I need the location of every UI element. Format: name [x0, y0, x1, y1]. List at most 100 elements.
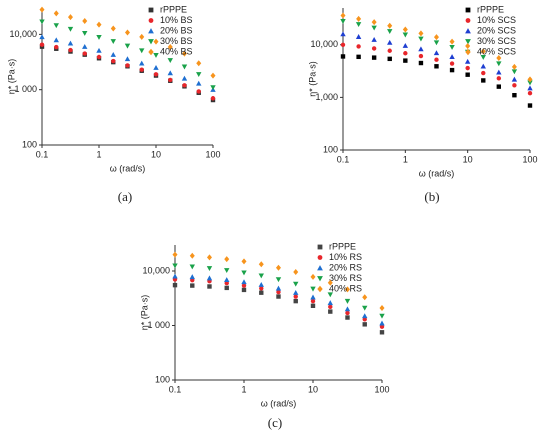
y-tick-label: 1,000: [315, 92, 338, 102]
data-point: [196, 72, 202, 77]
legend-marker: [148, 18, 154, 23]
data-point: [210, 85, 216, 91]
data-point: [465, 42, 471, 49]
data-point: [168, 77, 173, 83]
data-point: [39, 34, 45, 40]
data-point: [124, 43, 131, 49]
data-point: [340, 42, 346, 47]
data-point: [241, 283, 247, 288]
legend-marker: [465, 18, 471, 23]
data-point: [259, 290, 264, 295]
data-point: [39, 42, 45, 47]
data-point: [224, 268, 230, 274]
legend-marker: [465, 7, 471, 13]
data-point: [387, 29, 393, 35]
data-point: [402, 43, 409, 48]
data-point: [275, 264, 281, 271]
data-point: [53, 23, 59, 29]
data-point: [39, 19, 45, 25]
data-point: [259, 286, 264, 291]
data-point: [356, 54, 361, 60]
data-point: [371, 36, 377, 42]
data-point: [362, 305, 368, 311]
legend-label: 30% RS: [329, 273, 362, 283]
data-point: [327, 300, 333, 306]
data-point: [387, 22, 393, 29]
y-tick-label: 10,000: [9, 29, 37, 39]
legend-marker: [317, 244, 323, 250]
data-point: [418, 36, 424, 42]
data-point: [496, 69, 502, 75]
data-point: [418, 53, 424, 59]
data-point: [210, 72, 216, 79]
data-point: [293, 289, 299, 295]
data-point: [511, 76, 518, 82]
legend-label: 40% BS: [160, 46, 193, 56]
data-point: [96, 34, 102, 40]
legend-label: 30% SCS: [477, 36, 516, 46]
data-point: [210, 96, 216, 101]
y-tick-label: 1 000: [147, 320, 170, 330]
y-tick-label: 10,000: [310, 39, 338, 49]
data-point: [379, 330, 385, 335]
data-point: [362, 294, 368, 301]
data-point: [403, 51, 408, 56]
data-point: [512, 93, 517, 98]
data-point: [371, 19, 377, 26]
data-point: [480, 55, 486, 60]
data-point: [172, 273, 178, 279]
data-point: [39, 6, 45, 13]
data-point: [68, 47, 73, 53]
legend-marker: [465, 39, 471, 45]
data-point: [258, 273, 264, 279]
y-tick-label: 100: [155, 374, 170, 384]
legend-label: 10% SCS: [477, 15, 516, 25]
data-point: [67, 14, 73, 21]
data-point: [196, 60, 202, 67]
x-tick-label: 0.1: [337, 154, 350, 164]
data-point: [496, 55, 502, 62]
data-point: [355, 22, 362, 27]
data-point: [527, 80, 533, 86]
data-point: [224, 277, 230, 282]
data-point: [403, 58, 408, 63]
y-tick-label: 100: [323, 144, 338, 154]
data-point: [362, 313, 368, 319]
data-point: [110, 51, 116, 57]
data-point: [379, 320, 385, 326]
caption: (c): [268, 415, 282, 430]
data-point: [139, 48, 145, 54]
data-point: [181, 75, 188, 81]
data-point: [172, 282, 178, 288]
data-point: [465, 65, 470, 71]
data-point: [379, 304, 385, 311]
data-point: [310, 286, 316, 292]
data-point: [345, 310, 350, 316]
legend-marker: [465, 28, 471, 34]
y-tick-label: 10,000: [142, 265, 170, 275]
data-point: [340, 19, 346, 24]
data-point: [293, 298, 298, 304]
data-point: [293, 294, 298, 299]
y-axis-label: η* (Pa·s): [139, 295, 149, 331]
x-axis-label: ω (rad/s): [110, 163, 146, 173]
legend-label: 30% BS: [160, 36, 193, 46]
data-point: [153, 38, 159, 45]
x-axis-label: ω (rad/s): [419, 168, 455, 178]
data-point: [449, 38, 455, 45]
data-point: [67, 26, 74, 32]
data-point: [241, 258, 247, 265]
data-point: [82, 51, 87, 56]
data-point: [172, 251, 178, 258]
x-tick-label: 1: [241, 384, 246, 394]
data-point: [96, 47, 102, 53]
data-point: [276, 294, 281, 299]
data-point: [67, 40, 74, 46]
legend-label: rPPPE: [160, 4, 187, 14]
data-point: [196, 89, 201, 94]
data-point: [53, 37, 59, 43]
legend-marker: [148, 39, 154, 45]
data-point: [310, 303, 316, 308]
data-point: [387, 48, 392, 53]
data-point: [96, 54, 102, 60]
